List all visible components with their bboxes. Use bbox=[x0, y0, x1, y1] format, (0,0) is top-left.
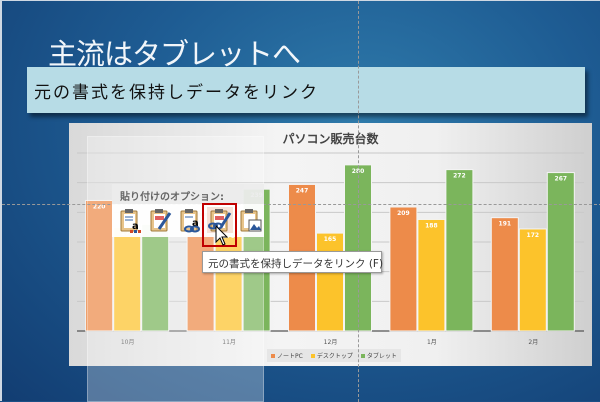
bar bbox=[490, 217, 519, 332]
bar bbox=[141, 223, 170, 332]
data-label: 188 bbox=[425, 222, 438, 229]
data-label: 272 bbox=[453, 173, 466, 180]
legend-swatch bbox=[310, 354, 315, 358]
legend-swatch bbox=[271, 354, 275, 358]
bar bbox=[113, 226, 142, 332]
x-tick-label: 12月 bbox=[323, 339, 338, 346]
x-tick-label: 2月 bbox=[528, 339, 539, 346]
bar bbox=[85, 199, 114, 332]
horizontal-guide bbox=[2, 204, 600, 205]
x-tick-label: 11月 bbox=[222, 339, 236, 346]
keep-source-formatting-link-icon[interactable] bbox=[207, 207, 233, 233]
paste-options-header: 貼り付けのオプション: bbox=[112, 184, 264, 204]
data-label: 247 bbox=[296, 187, 309, 194]
legend-swatch bbox=[360, 354, 365, 358]
data-label: 209 bbox=[397, 210, 410, 217]
legend-label: タブレット bbox=[366, 353, 397, 360]
bar bbox=[546, 172, 575, 332]
data-label: 165 bbox=[324, 236, 337, 243]
chart-title: パソコン販売台数 bbox=[282, 132, 379, 146]
x-tick-label: 10月 bbox=[120, 339, 135, 346]
x-tick-label: 1月 bbox=[426, 339, 437, 346]
legend-item: ノートPC bbox=[271, 351, 303, 360]
mouse-cursor-icon bbox=[215, 225, 229, 246]
legend-item: タブレット bbox=[360, 351, 397, 360]
use-destination-theme-embed-icon[interactable] bbox=[147, 207, 173, 233]
bar bbox=[389, 206, 418, 332]
selected-option-highlight bbox=[202, 203, 237, 247]
picture-icon[interactable] bbox=[237, 207, 263, 233]
data-label: 191 bbox=[499, 221, 512, 228]
vertical-guide bbox=[358, 1, 359, 402]
paste-options-menu: 貼り付けのオプション: a a bbox=[112, 184, 264, 237]
bar bbox=[445, 169, 474, 332]
bar bbox=[316, 232, 344, 332]
chart[interactable]: パソコン販売台数 2201751802001702392471652802091… bbox=[69, 123, 592, 366]
data-label: 267 bbox=[555, 176, 568, 183]
slide-title[interactable]: 主流はタブレットへ bbox=[48, 37, 301, 71]
svg-text:a: a bbox=[192, 218, 199, 229]
tooltip: 元の書式を保持しデータをリンク (F) bbox=[202, 251, 383, 273]
data-label: 220 bbox=[93, 203, 106, 210]
caption-banner: 元の書式を保持しデータをリンク bbox=[27, 67, 585, 113]
legend: ノートPC デスクトップ タブレット bbox=[267, 349, 401, 362]
legend-label: デスクトップ bbox=[316, 353, 353, 360]
use-destination-theme-link-icon[interactable]: a bbox=[177, 207, 203, 233]
legend-label: ノートPC bbox=[277, 353, 303, 360]
legend-item: デスクトップ bbox=[310, 351, 353, 360]
plot-area: 2201751802001702392471652802091882721911… bbox=[77, 152, 584, 332]
bar bbox=[417, 218, 446, 332]
svg-text:a: a bbox=[132, 221, 139, 232]
bar bbox=[518, 228, 547, 332]
keep-source-formatting-embed-icon[interactable]: a bbox=[117, 207, 143, 233]
data-label: 172 bbox=[527, 232, 540, 239]
